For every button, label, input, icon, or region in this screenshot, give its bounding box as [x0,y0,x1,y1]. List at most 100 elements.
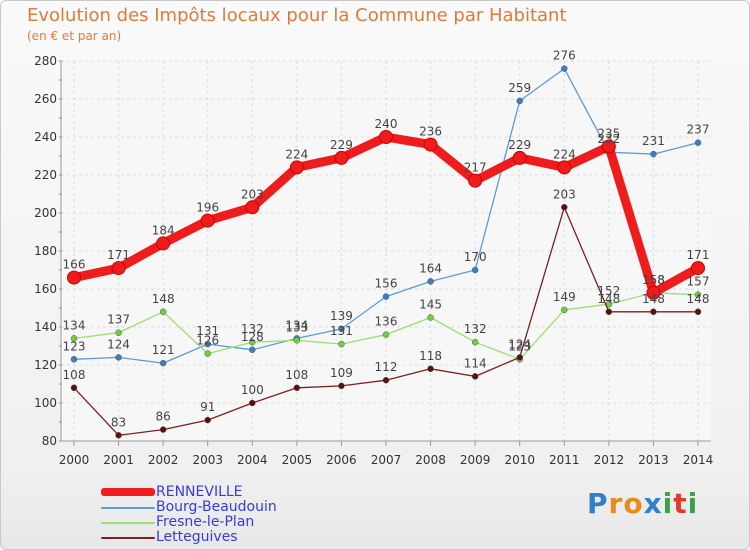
data-point-bourg-beaudouin [471,266,479,274]
data-point-letteguives [293,384,301,392]
data-point-fresne-le-plan [159,308,167,316]
y-tick-label: 280 [34,54,57,68]
chart-title: Evolution des Impôts locaux pour la Comm… [27,5,567,26]
legend-item-letteguives: Letteguives [101,529,401,545]
y-tick-label: 80 [42,434,57,448]
data-label-bourg-beaudouin: 128 [241,330,264,344]
y-tick-label: 140 [34,320,57,334]
x-tick-label: 2009 [460,453,491,467]
legend-item-renneville: RENNEVILLE [101,484,401,500]
logo-letter: t [673,487,688,520]
data-point-renneville [512,150,527,165]
data-point-fresne-le-plan [694,291,702,298]
data-label-renneville: 166 [63,258,86,272]
data-point-bourg-beaudouin [382,293,390,300]
data-point-renneville [646,285,661,300]
data-point-renneville [200,213,215,228]
data-point-renneville [423,137,438,152]
chart-legend: RENNEVILLE Bourg-Beaudouin Fresne-le-Pla… [101,484,401,545]
data-label-letteguives: 114 [464,356,487,370]
data-label-renneville: 224 [553,147,576,161]
y-tick-label: 120 [34,358,57,372]
logo-letter: i [662,487,674,520]
data-point-renneville [379,130,393,144]
proxiti-logo: Proxiti [587,487,698,520]
legend-swatch-renneville [101,488,155,496]
data-point-fresne-le-plan [338,340,345,348]
data-point-renneville [67,270,81,285]
data-label-letteguives: 91 [200,400,215,414]
data-label-renneville: 171 [687,248,710,262]
data-point-fresne-le-plan [561,306,568,314]
legend-item-fresne-le-plan: Fresne-le-Plan [101,514,401,530]
data-label-letteguives: 148 [597,292,620,306]
data-label-renneville: 184 [152,223,175,237]
data-point-bourg-beaudouin [204,340,211,348]
data-label-renneville: 171 [107,248,130,262]
data-label-letteguives: 108 [63,368,86,382]
y-tick-label: 240 [34,130,57,144]
data-label-bourg-beaudouin: 231 [642,134,665,148]
data-label-letteguives: 112 [375,360,398,374]
data-label-letteguives: 118 [419,349,442,363]
x-tick-label: 2011 [549,453,580,467]
data-label-bourg-beaudouin: 131 [196,324,219,338]
data-label-bourg-beaudouin: 237 [687,123,710,137]
y-tick-label: 220 [34,168,57,182]
data-label-renneville: 235 [597,127,620,141]
data-point-bourg-beaudouin [427,278,434,285]
data-point-bourg-beaudouin [338,325,345,333]
x-tick-label: 2010 [504,453,535,467]
data-label-letteguives: 124 [508,337,531,351]
data-label-fresne-le-plan: 152 [597,284,620,298]
data-point-letteguives [338,382,345,390]
x-tick-label: 2007 [371,453,402,467]
data-point-renneville [245,200,260,215]
data-label-fresne-le-plan: 148 [152,292,175,306]
logo-letter: i [687,487,699,520]
data-label-bourg-beaudouin: 123 [63,339,86,353]
y-tick-label: 180 [34,244,57,258]
x-tick-label: 2000 [59,453,90,467]
data-label-fresne-le-plan: 131 [330,324,353,338]
data-label-fresne-le-plan: 158 [642,273,665,287]
data-label-renneville: 203 [241,187,264,201]
data-point-fresne-le-plan [382,331,390,338]
data-point-renneville [334,150,349,165]
data-point-renneville [111,261,126,276]
data-label-fresne-le-plan: 126 [196,334,219,348]
logo-letter: o [623,487,644,520]
x-tick-label: 2004 [237,453,268,467]
data-point-letteguives [159,426,167,433]
x-tick-label: 2008 [415,453,446,467]
data-point-bourg-beaudouin [561,65,568,72]
data-label-bourg-beaudouin: 121 [152,343,175,357]
data-label-renneville: 236 [419,125,442,139]
data-label-letteguives: 109 [330,366,353,380]
data-point-fresne-le-plan [204,350,211,357]
y-tick-label: 100 [34,396,57,410]
data-label-fresne-le-plan: 134 [63,318,86,332]
data-label-bourg-beaudouin: 134 [285,318,308,332]
data-label-renneville: 224 [285,147,308,161]
data-point-letteguives [115,432,122,439]
legend-label-bourg-beaudouin: Bourg-Beaudouin [156,499,277,515]
data-point-renneville [691,261,705,276]
x-tick-label: 2001 [103,453,134,467]
legend-label-letteguives: Letteguives [156,529,238,545]
data-label-letteguives: 100 [241,383,264,397]
data-label-fresne-le-plan: 145 [419,298,442,312]
data-point-letteguives [70,384,78,392]
data-point-bourg-beaudouin [115,354,122,361]
data-point-bourg-beaudouin [249,346,256,354]
data-label-fresne-le-plan: 137 [107,313,130,327]
data-point-fresne-le-plan [70,335,78,342]
logo-letter: x [643,487,663,520]
data-point-bourg-beaudouin [650,150,657,158]
data-label-bourg-beaudouin: 232 [597,132,620,146]
data-point-renneville [156,236,171,251]
legend-swatch-fresne-le-plan [101,522,155,524]
x-tick-label: 2012 [594,453,625,467]
